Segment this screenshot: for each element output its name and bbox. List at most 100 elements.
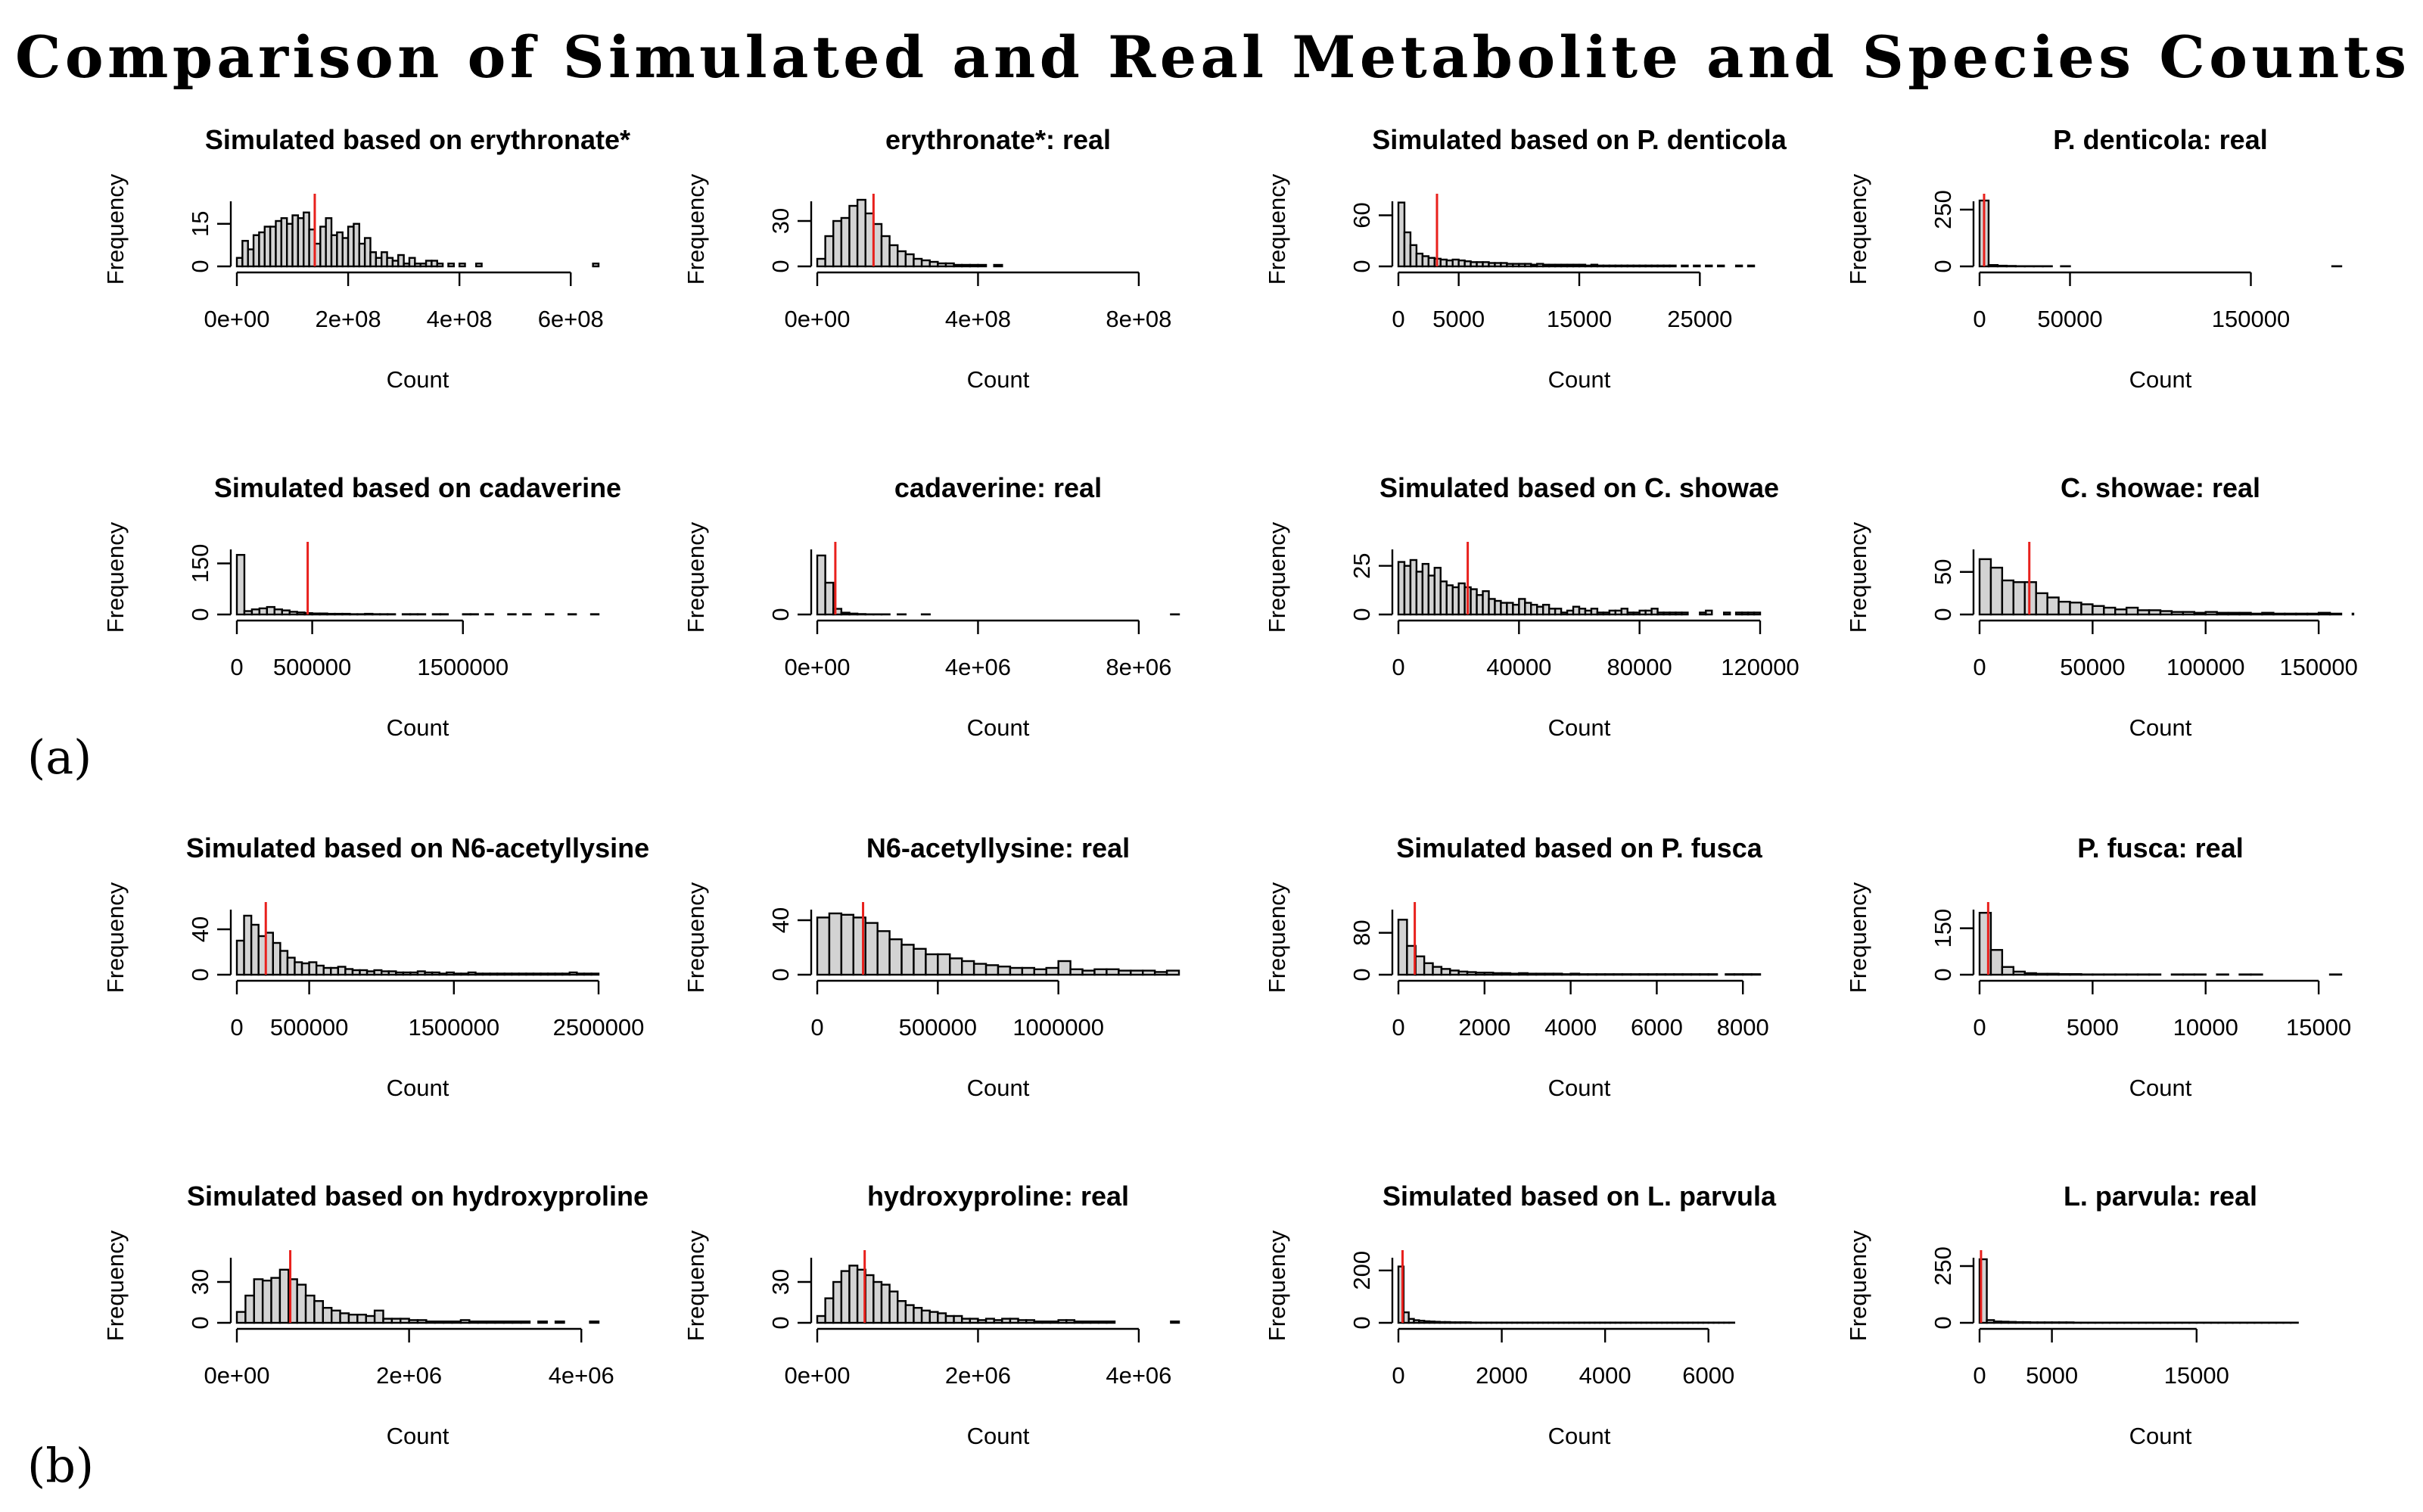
histogram-bar — [2012, 581, 2026, 616]
histogram-bar — [243, 610, 253, 616]
x-axis-label: Count — [2129, 1423, 2192, 1449]
histogram-bar — [928, 1311, 939, 1324]
histogram-bar — [1647, 973, 1658, 976]
x-tick-label: 0 — [1973, 1014, 1986, 1041]
histogram-bar — [2261, 611, 2275, 616]
histogram-bar — [1057, 960, 1072, 976]
histogram-bar — [485, 1320, 496, 1324]
histogram-bar — [913, 947, 927, 976]
histogram-bar — [1989, 566, 2004, 616]
x-tick-label: 5000 — [2026, 1362, 2078, 1389]
histogram-bar — [2069, 602, 2082, 616]
histogram-bar — [416, 1319, 428, 1324]
y-tick-label: 150 — [187, 544, 213, 583]
histogram-bar — [568, 971, 578, 976]
x-axis-label: Count — [387, 714, 449, 741]
histogram-bar — [2114, 608, 2128, 616]
histogram-bar — [1141, 969, 1156, 976]
histogram-bar — [993, 263, 1003, 268]
histogram-bar — [250, 608, 261, 616]
x-tick-label: 4e+06 — [1106, 1362, 1171, 1389]
histogram-bar — [888, 938, 903, 976]
histogram-bar — [1656, 973, 1667, 976]
histogram-bar — [296, 611, 306, 616]
histogram-bar — [2069, 972, 2082, 976]
histogram-bar — [1397, 919, 1408, 976]
x-tick-label: 500000 — [899, 1014, 977, 1041]
histogram-bar — [1457, 970, 1469, 976]
histogram-bar — [937, 1312, 947, 1324]
histogram-bar — [2001, 966, 2015, 976]
histogram-bar — [434, 1320, 445, 1324]
histogram-bar — [1033, 968, 1047, 976]
histogram-bar — [1672, 973, 1684, 976]
x-tick-label: 0 — [1973, 306, 1986, 332]
x-tick-label: 15000 — [2164, 1362, 2229, 1389]
histogram-bar — [984, 1318, 995, 1324]
histogram-bar — [2136, 609, 2151, 616]
panel-title: Simulated based on L. parvula — [1383, 1181, 1777, 1212]
histogram-bar — [322, 1306, 333, 1324]
y-tick-label: 0 — [767, 1316, 794, 1329]
histogram-panel: P. fusca: real 0 5000 10000 15000 Count 0 150 Fr… — [1845, 832, 2351, 1101]
histogram-bar — [2022, 1321, 2032, 1324]
x-tick-label: 2e+06 — [945, 1362, 1011, 1389]
y-axis-label: Frequency — [102, 173, 129, 285]
histogram-bar — [337, 966, 347, 976]
histogram-bar — [2046, 972, 2060, 976]
panel-title: C. showae: real — [2061, 472, 2260, 503]
panel-title: Simulated based on P. fusca — [1396, 832, 1762, 863]
y-tick-label: 250 — [1930, 1246, 1956, 1286]
histogram-bar — [2103, 606, 2117, 616]
histogram-bar — [2051, 1321, 2061, 1324]
histogram-bar — [832, 608, 843, 616]
panel-title: L. parvula: real — [2064, 1181, 2257, 1212]
panel-title: hydroxyproline: real — [867, 1181, 1129, 1212]
panel-title: P. denticola: real — [2053, 124, 2267, 155]
x-axis-label: Count — [967, 714, 1030, 741]
x-tick-label: 1000000 — [1012, 1014, 1104, 1041]
x-tick-label: 6e+08 — [538, 306, 604, 332]
histogram-bar — [1664, 973, 1675, 976]
histogram-bar — [554, 972, 564, 976]
histogram-bar — [365, 970, 375, 976]
histogram-bar — [1561, 973, 1572, 976]
histogram-bar — [589, 1320, 600, 1324]
histogram-bar — [279, 950, 289, 976]
histogram-bar — [880, 235, 891, 268]
histogram-bar — [467, 971, 477, 976]
histogram-bar — [458, 263, 466, 268]
histogram-bar — [1989, 949, 2004, 976]
histogram-bar — [1587, 973, 1597, 976]
histogram-panel: Simulated based on N6-acetyllysine 0 50000… — [102, 832, 649, 1101]
histogram-bar — [969, 263, 979, 268]
histogram-bar — [503, 972, 513, 976]
x-axis-label: Count — [1548, 1075, 1611, 1101]
histogram-bar — [438, 972, 448, 976]
histogram-bar — [518, 972, 527, 976]
histogram-bar — [496, 972, 505, 976]
x-axis-label: Count — [387, 366, 449, 393]
histogram-bar — [1097, 1320, 1108, 1324]
histogram-bar — [888, 244, 899, 268]
histogram-bar — [322, 966, 332, 976]
histogram-bar — [1613, 973, 1624, 976]
y-tick-label: 25 — [1348, 552, 1375, 578]
histogram-bar — [451, 1320, 462, 1324]
y-axis-label: Frequency — [102, 1230, 129, 1341]
histogram-bar — [2029, 1321, 2039, 1324]
panel-title: erythronate*: real — [885, 124, 1111, 155]
histogram-bar — [1578, 973, 1589, 976]
histogram-bar — [816, 1314, 826, 1324]
histogram-bar — [2058, 1321, 2067, 1324]
histogram-bar — [1681, 973, 1693, 976]
y-tick-label: 50 — [1930, 559, 1956, 585]
histogram-bar — [424, 971, 434, 976]
panel-title: cadaverine: real — [894, 472, 1102, 503]
histogram-bar — [1049, 1320, 1059, 1324]
histogram-bar — [824, 1297, 835, 1324]
histogram-panel: Simulated based on erythronate* 0e+00 2e+0… — [102, 124, 630, 393]
histogram-bar — [481, 972, 491, 976]
histogram-bar — [1045, 966, 1059, 976]
